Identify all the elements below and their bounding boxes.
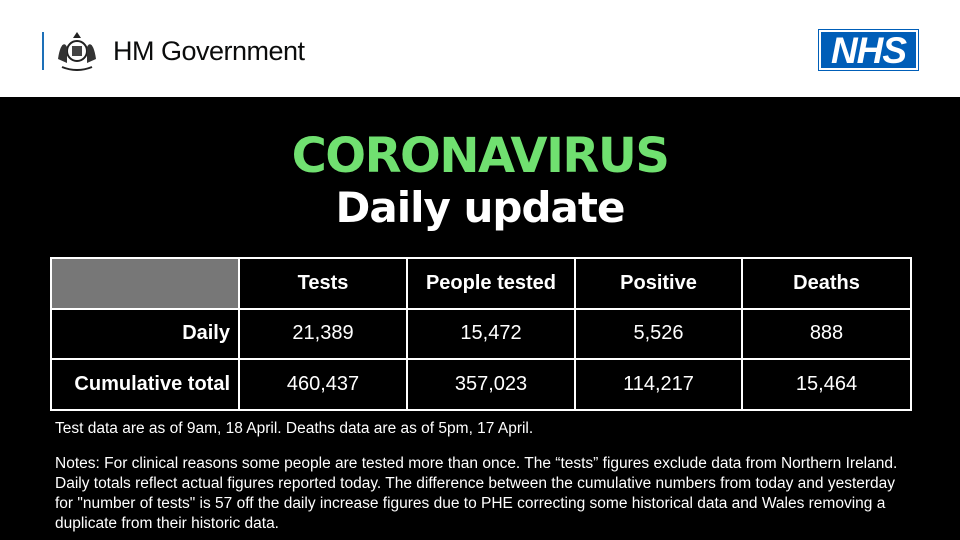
- col-header: People tested: [406, 257, 576, 310]
- corner-cell: [50, 257, 240, 310]
- title-coronavirus: CORONAVIRUS: [291, 128, 670, 184]
- hm-government-label: HM Government: [113, 36, 305, 66]
- cell: 5,526: [574, 307, 743, 360]
- col-header: Tests: [238, 257, 408, 310]
- cell: 888: [741, 307, 912, 360]
- cell: 21,389: [238, 307, 408, 360]
- title-daily-update: Daily update: [335, 183, 626, 232]
- data-as-of-note: Test data are as of 9am, 18 April. Death…: [55, 420, 534, 437]
- stats-table: Tests People tested Positive Deaths Dail…: [50, 257, 912, 411]
- row-label: Cumulative total: [50, 358, 240, 411]
- table-row: Cumulative total 460,437 357,023 114,217…: [50, 358, 912, 411]
- cell: 114,217: [574, 358, 743, 411]
- cell: 357,023: [406, 358, 576, 411]
- royal-crest-icon: [58, 32, 96, 71]
- nhs-logo: NHS: [818, 29, 919, 71]
- cell: 460,437: [238, 358, 408, 411]
- col-header: Deaths: [741, 257, 912, 310]
- table-header-row: Tests People tested Positive Deaths: [50, 257, 912, 310]
- row-label: Daily: [50, 307, 240, 360]
- cell: 15,464: [741, 358, 912, 411]
- header-bar: HM Government NHS: [0, 0, 960, 97]
- gov-divider: [42, 32, 44, 70]
- cell: 15,472: [406, 307, 576, 360]
- notes-text: Notes: For clinical reasons some people …: [55, 455, 898, 532]
- table-row: Daily 21,389 15,472 5,526 888: [50, 307, 912, 360]
- col-header: Positive: [574, 257, 743, 310]
